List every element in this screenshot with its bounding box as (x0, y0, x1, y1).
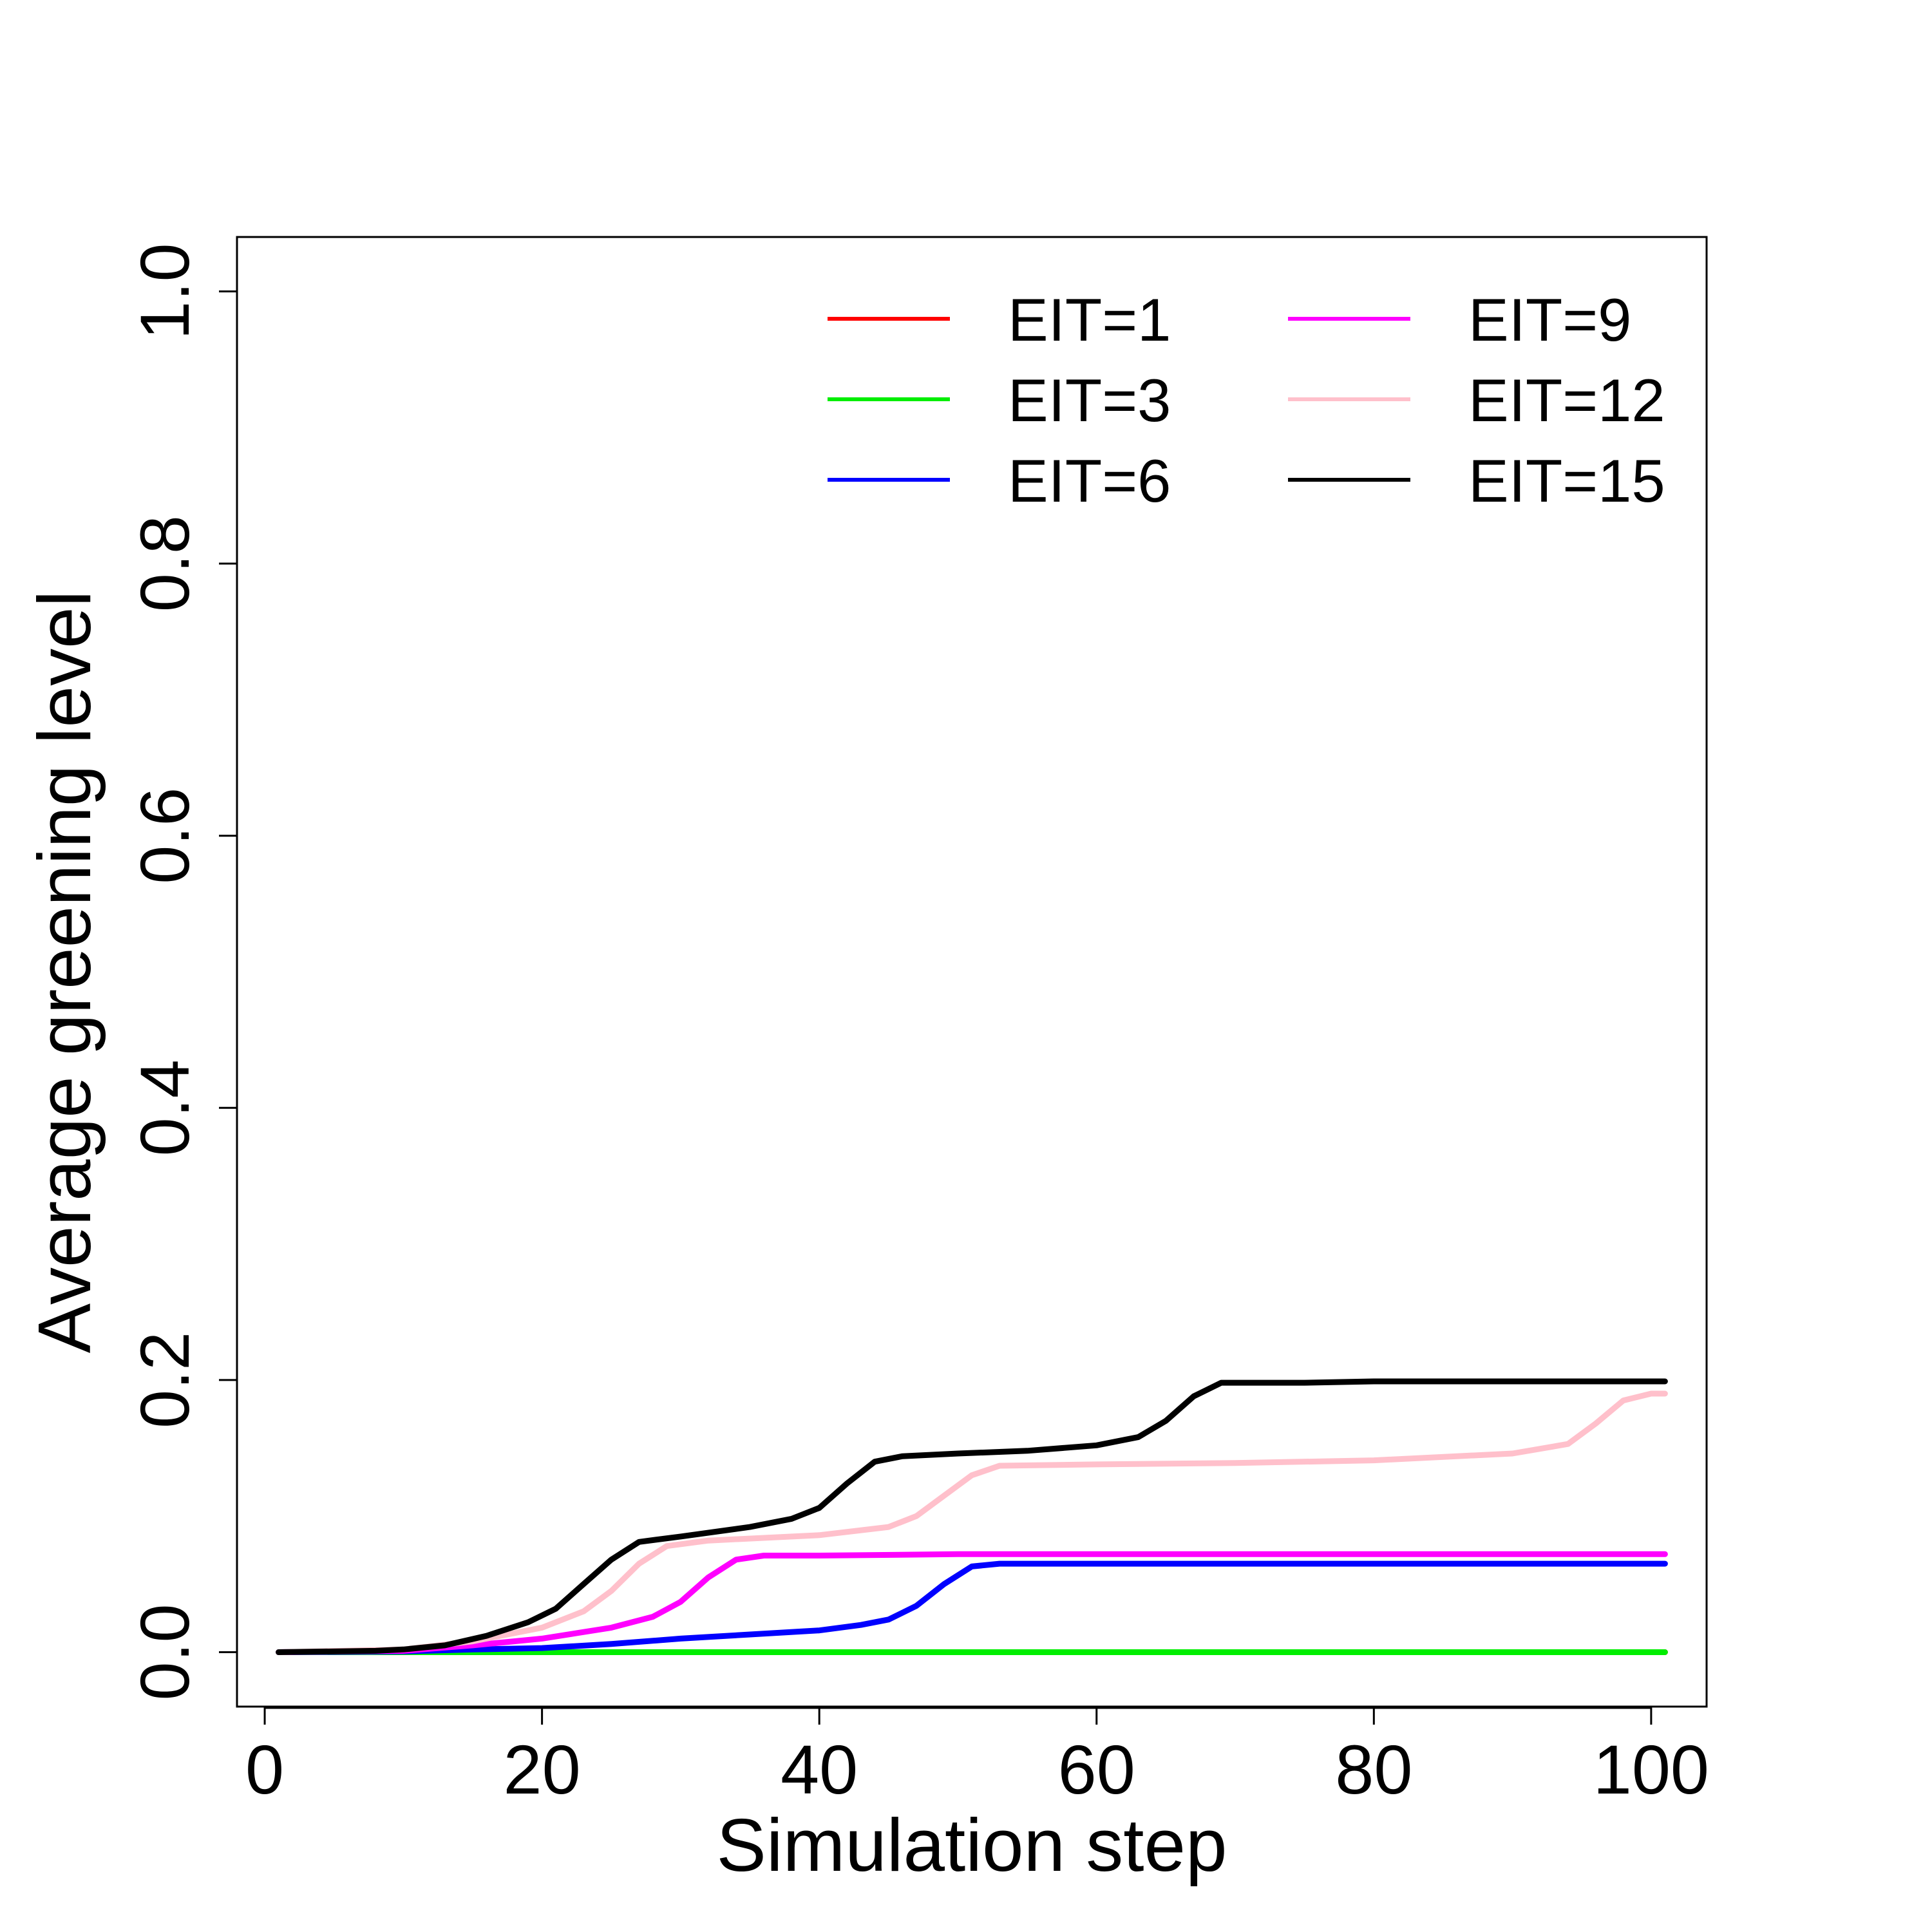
legend-label: EIT=9 (1468, 286, 1631, 354)
series-lines (276, 1378, 1668, 1655)
legend-label: EIT=12 (1468, 366, 1665, 434)
x-tick-label: 0 (245, 1730, 284, 1808)
y-tick-label: 0.8 (126, 515, 204, 612)
legend-label: EIT=15 (1468, 447, 1665, 515)
x-axis: 0 20 40 60 80 100 (245, 1707, 1709, 1808)
y-axis: 0.0 0.2 0.4 0.6 0.8 1.0 (126, 243, 238, 1701)
x-tick-label: 100 (1593, 1730, 1709, 1808)
y-tick-label: 0.4 (126, 1059, 204, 1156)
legend: EIT=1 EIT=3 EIT=6 EIT=9 EIT=12 EIT=15 (828, 286, 1665, 515)
x-tick-label: 20 (504, 1730, 581, 1808)
series-line (276, 1551, 1668, 1655)
series-line (276, 1560, 1668, 1655)
series-line (276, 1378, 1668, 1655)
x-tick-label: 80 (1335, 1730, 1412, 1808)
series-line (276, 1390, 1668, 1655)
legend-label: EIT=6 (1008, 447, 1171, 515)
x-tick-label: 40 (781, 1730, 858, 1808)
y-tick-label: 1.0 (126, 243, 204, 339)
y-axis-title: Average greening level (23, 591, 106, 1353)
x-tick-label: 60 (1058, 1730, 1135, 1808)
y-tick-label: 0.2 (126, 1332, 204, 1428)
x-axis-title: Simulation step (716, 1803, 1227, 1887)
y-tick-label: 0.0 (126, 1604, 204, 1700)
y-tick-label: 0.6 (126, 788, 204, 884)
legend-label: EIT=1 (1008, 286, 1171, 354)
legend-label: EIT=3 (1008, 366, 1171, 434)
